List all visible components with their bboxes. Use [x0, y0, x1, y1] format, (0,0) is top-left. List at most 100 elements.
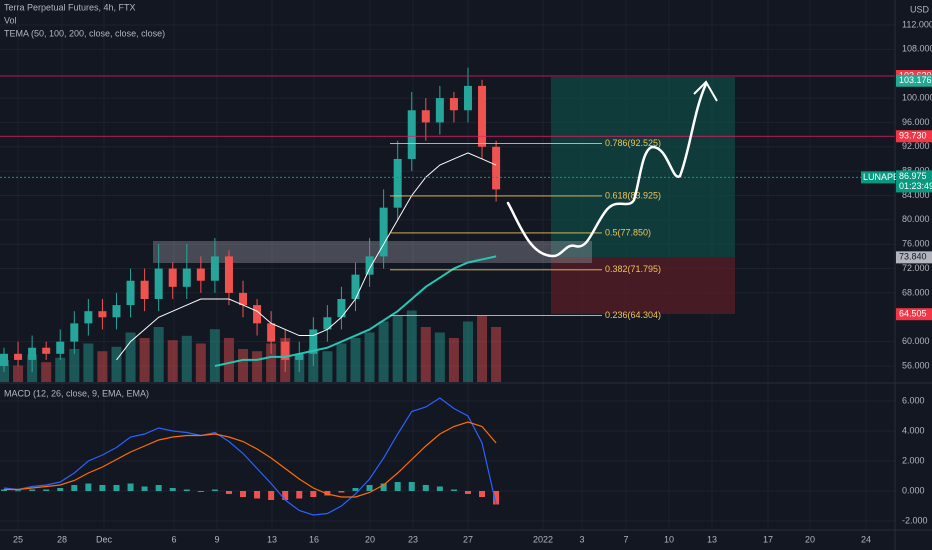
price-tag — [896, 251, 932, 264]
histogram-bar — [436, 486, 443, 491]
macd-tick-label: -2.000 — [902, 515, 928, 525]
volume-bar — [364, 332, 375, 382]
volume-bar — [406, 310, 417, 382]
fib-label: 0.5(77.850) — [605, 227, 651, 237]
last-price-tag — [896, 170, 932, 193]
candle-body — [295, 353, 304, 360]
macd-tick-label: 6.000 — [902, 395, 925, 405]
candle-body — [168, 268, 177, 287]
candle-body — [70, 323, 79, 342]
macd-label: MACD (12, 26, close, 9, EMA, EMA) — [4, 388, 149, 398]
price-tick-label: 72.000 — [902, 263, 930, 273]
candle-body — [449, 98, 458, 111]
volume-bar — [153, 327, 164, 382]
long-profit-zone — [551, 77, 735, 257]
candle-body — [196, 268, 205, 281]
volume-bar — [55, 357, 66, 382]
price-tag-label: 103.176 — [899, 75, 932, 85]
volume-bar — [223, 338, 234, 382]
histogram-bar — [422, 485, 429, 491]
plot: 0.786(92.525) 0.618(83.925) 0.5(77.850) 0.3… — [0, 67, 895, 516]
candle-body — [351, 274, 360, 300]
histogram-bar — [141, 486, 148, 491]
signal-line — [4, 421, 497, 498]
volume-bar — [139, 338, 150, 382]
histogram-bar — [127, 483, 134, 491]
time-label: 6 — [171, 534, 176, 544]
volume-bar — [125, 332, 136, 382]
histogram-bar — [225, 491, 232, 494]
histogram-bar — [240, 491, 247, 497]
candle-body — [14, 353, 23, 360]
volume-bar — [13, 365, 24, 382]
tema-label: TEMA (50, 100, 200, close, close, close) — [4, 28, 165, 38]
candle-body — [112, 305, 121, 318]
price-tick-label: 80.000 — [902, 214, 930, 224]
histogram-bar — [408, 482, 415, 491]
histogram-bar — [183, 489, 190, 491]
price-tag-label: 64.505 — [899, 309, 927, 319]
volume-label: Vol — [4, 15, 17, 25]
candle-body — [224, 256, 233, 293]
long-loss-zone — [551, 257, 735, 314]
symbol-tag-label: LUNAPERP — [863, 172, 912, 182]
histogram-bar — [15, 490, 22, 492]
volume-bar — [350, 338, 361, 382]
volume-bar — [420, 327, 431, 382]
candle-body — [98, 311, 107, 318]
candle-body — [0, 353, 8, 366]
time-label: 25 — [13, 534, 23, 544]
volume-bar — [181, 335, 192, 382]
time-label: 20 — [365, 534, 375, 544]
volume-bar — [477, 316, 488, 382]
histogram-bar — [43, 489, 50, 491]
histogram-bar — [338, 491, 345, 493]
candle-body — [267, 323, 276, 342]
symbol-tag — [861, 171, 895, 184]
time-label: 9 — [214, 534, 219, 544]
histogram-bar — [85, 483, 92, 491]
candle-body — [56, 341, 65, 354]
histogram-bar — [479, 491, 486, 497]
candle-body — [407, 110, 416, 159]
grid — [0, 0, 895, 530]
histogram-bar — [29, 489, 36, 491]
volume-bar — [167, 340, 178, 382]
volume-bar — [238, 349, 249, 382]
histogram-bar — [268, 491, 275, 500]
candle-body — [463, 85, 472, 111]
histogram-bar — [155, 485, 162, 491]
histogram-bar — [310, 491, 317, 497]
macd-tick-label: 2.000 — [902, 455, 925, 465]
symbol-title: Terra Perpetual Futures, 4h, FTX — [4, 2, 136, 12]
volume-bar — [69, 349, 80, 382]
candle-body — [42, 347, 51, 354]
volume-bar — [41, 362, 52, 382]
volume-bar — [491, 327, 502, 382]
macd-line — [3, 397, 497, 516]
price-tag-label: 73.840 — [899, 252, 927, 262]
time-label: 13 — [267, 534, 277, 544]
candle-body — [140, 280, 149, 300]
time-label: 17 — [763, 534, 773, 544]
tema-slow-line — [214, 255, 497, 367]
candle-body — [393, 158, 402, 208]
arrow-head — [693, 80, 718, 102]
countdown-label: 01:23:49 — [899, 181, 932, 191]
price-tag — [896, 130, 932, 143]
histogram-bar — [324, 491, 331, 496]
candle-body — [478, 85, 487, 147]
candle-body — [154, 268, 163, 300]
macd-tick-label: 4.000 — [902, 425, 925, 435]
histogram-bar — [282, 491, 289, 500]
time-label: Dec — [96, 534, 113, 544]
time-label: 28 — [57, 534, 67, 544]
time-label: 27 — [463, 534, 473, 544]
price-tick-label: 96.000 — [902, 117, 930, 127]
price-tag — [896, 308, 932, 321]
volume-bar — [434, 332, 445, 382]
price-tick-label: 68.000 — [902, 287, 930, 297]
price-tick-label: 56.000 — [902, 360, 930, 370]
volume-bar — [195, 343, 206, 382]
